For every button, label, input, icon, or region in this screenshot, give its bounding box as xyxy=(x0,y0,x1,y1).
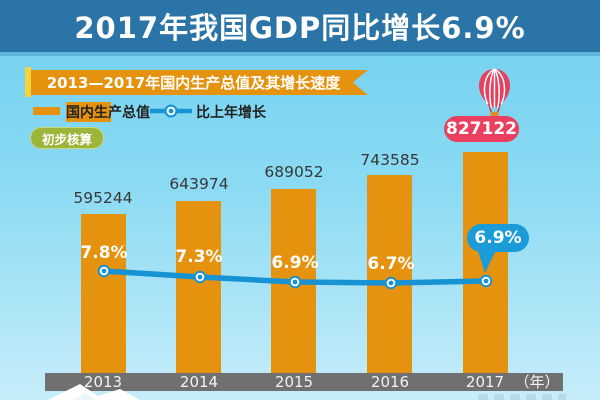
growth-pct-label-2016: 6.7% xyxy=(367,254,415,274)
x-axis-bar: 2013 2014 2015 2016 2017 （年） xyxy=(45,373,563,391)
header-underline xyxy=(0,52,600,56)
highlight-value: 827122 xyxy=(446,119,517,139)
bar-value-label-2013: 595244 xyxy=(73,189,133,207)
gdp-bar-2016 xyxy=(367,175,412,373)
x-axis-unit-label: （年） xyxy=(514,373,560,391)
x-axis-tick-2015: 2015 xyxy=(274,373,314,391)
gdp-bar-2017 xyxy=(463,152,508,373)
x-axis-tick-2017: 2017 xyxy=(465,373,505,391)
gdp-bar-2015 xyxy=(271,189,316,373)
legend-line-marker-icon xyxy=(150,104,192,118)
legend-line-label: 比上年增长 xyxy=(196,105,266,121)
legend-bar-label: 国内生产总值 xyxy=(66,102,150,122)
banner-ribbon: 2013—2017年国内生产总值及其增长速度 xyxy=(31,70,368,95)
note-badge-label: 初步核算 xyxy=(42,131,93,147)
chart-title: 2013—2017年国内生产总值及其增长速度 xyxy=(46,74,341,92)
growth-pct-label-2015: 6.9% xyxy=(271,253,319,273)
header-bar: 2017年我国GDP同比增长6.9% xyxy=(0,0,600,52)
growth-pct-label-2017: 6.9% xyxy=(474,228,522,248)
gdp-bar-2013 xyxy=(81,214,126,373)
growth-pct-label-2013: 7.8% xyxy=(80,243,128,263)
highlight-value-badge: 827122 xyxy=(444,116,519,142)
growth-callout-bubble: 6.9% xyxy=(467,224,529,252)
gdp-bar-2014 xyxy=(176,201,221,373)
decorative-swoosh-icon xyxy=(48,384,140,400)
page-title: 2017年我国GDP同比增长6.9% xyxy=(74,11,526,45)
x-axis-tick-2013: 2013 xyxy=(83,373,123,391)
bar-value-label-2014: 643974 xyxy=(169,175,229,193)
bar-value-label-2015: 689052 xyxy=(264,163,324,181)
legend-bar-swatch xyxy=(33,107,60,115)
growth-pct-label-2014: 7.3% xyxy=(175,247,223,267)
hot-air-balloon-icon xyxy=(479,68,510,119)
x-axis-tick-2014: 2014 xyxy=(179,373,219,391)
banner-accent-bar xyxy=(25,67,31,97)
cropped-credit-text xyxy=(478,394,566,400)
bar-value-label-2016: 743585 xyxy=(360,151,420,169)
note-badge: 初步核算 xyxy=(30,127,105,149)
x-axis-tick-2016: 2016 xyxy=(370,373,410,391)
